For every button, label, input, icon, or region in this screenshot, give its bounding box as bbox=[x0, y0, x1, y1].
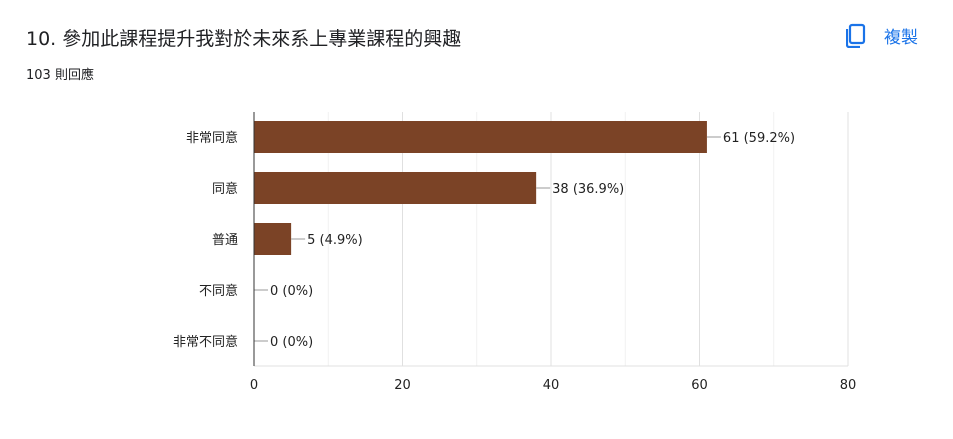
category-label: 非常同意 bbox=[186, 130, 238, 146]
bar bbox=[254, 172, 537, 204]
question-title: 10. 參加此課程提升我對於未來系上專業課程的興趣 bbox=[26, 28, 462, 50]
data-label: 38 (36.9%) bbox=[552, 182, 624, 197]
response-count: 103 則回應 bbox=[26, 68, 94, 83]
copy-label: 複製 bbox=[884, 27, 918, 48]
x-tick-label: 80 bbox=[840, 378, 857, 393]
x-tick-label: 0 bbox=[250, 378, 258, 393]
x-tick-label: 20 bbox=[394, 378, 411, 393]
bar bbox=[254, 223, 292, 255]
data-label: 0 (0%) bbox=[270, 335, 313, 350]
x-tick-label: 60 bbox=[691, 378, 708, 393]
copy-icon bbox=[846, 23, 866, 48]
bar bbox=[254, 121, 707, 153]
category-label: 不同意 bbox=[199, 283, 238, 299]
category-label: 非常不同意 bbox=[173, 334, 238, 350]
data-label: 5 (4.9%) bbox=[307, 233, 363, 248]
category-label: 普通 bbox=[212, 233, 238, 248]
data-label: 61 (59.2%) bbox=[723, 131, 795, 146]
copy-button[interactable]: 複製 bbox=[846, 20, 918, 50]
data-label: 0 (0%) bbox=[270, 284, 313, 299]
x-tick-label: 40 bbox=[543, 378, 560, 393]
category-label: 同意 bbox=[212, 181, 238, 197]
